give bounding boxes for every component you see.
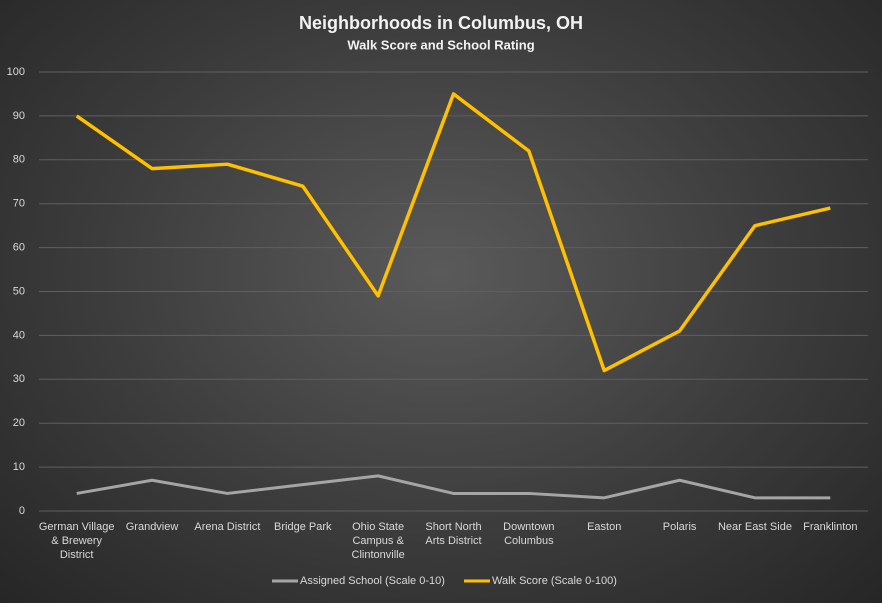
chart-title: Neighborhoods in Columbus, OH xyxy=(299,13,583,33)
x-tick-label: Grandview xyxy=(125,521,179,533)
y-tick-label: 10 xyxy=(13,461,25,473)
x-tick-label: German Village & Brewery District xyxy=(38,521,115,561)
x-tick-label: Bridge Park xyxy=(274,521,332,533)
x-tick-label: Franklinton xyxy=(803,521,858,533)
x-tick-label: Short North Arts District xyxy=(425,521,482,547)
y-tick-label: 60 xyxy=(13,242,25,254)
y-tick-label: 80 xyxy=(13,154,25,166)
x-tick-label: Near East Side xyxy=(717,521,792,533)
legend-label: Walk Score (Scale 0-100) xyxy=(492,575,617,587)
chart-subtitle: Walk Score and School Rating xyxy=(347,37,534,52)
y-tick-label: 0 xyxy=(19,505,25,517)
x-tick-label: Polaris xyxy=(662,521,697,533)
y-tick-label: 20 xyxy=(13,417,25,429)
x-tick-label: Arena District xyxy=(194,521,261,533)
x-tick-label: Easton xyxy=(587,521,622,533)
y-tick-label: 70 xyxy=(13,198,25,210)
legend-label: Assigned School (Scale 0-10) xyxy=(300,575,445,587)
y-tick-label: 40 xyxy=(13,329,25,341)
y-tick-label: 100 xyxy=(7,66,25,78)
y-tick-label: 30 xyxy=(13,373,25,385)
x-tick-label: Downtown Columbus xyxy=(503,521,555,547)
y-tick-label: 50 xyxy=(13,285,25,297)
line-series xyxy=(75,92,831,373)
x-tick-label: Ohio State Campus & Clintonville xyxy=(351,521,405,561)
y-tick-label: 90 xyxy=(13,110,25,122)
line-series xyxy=(76,474,831,500)
